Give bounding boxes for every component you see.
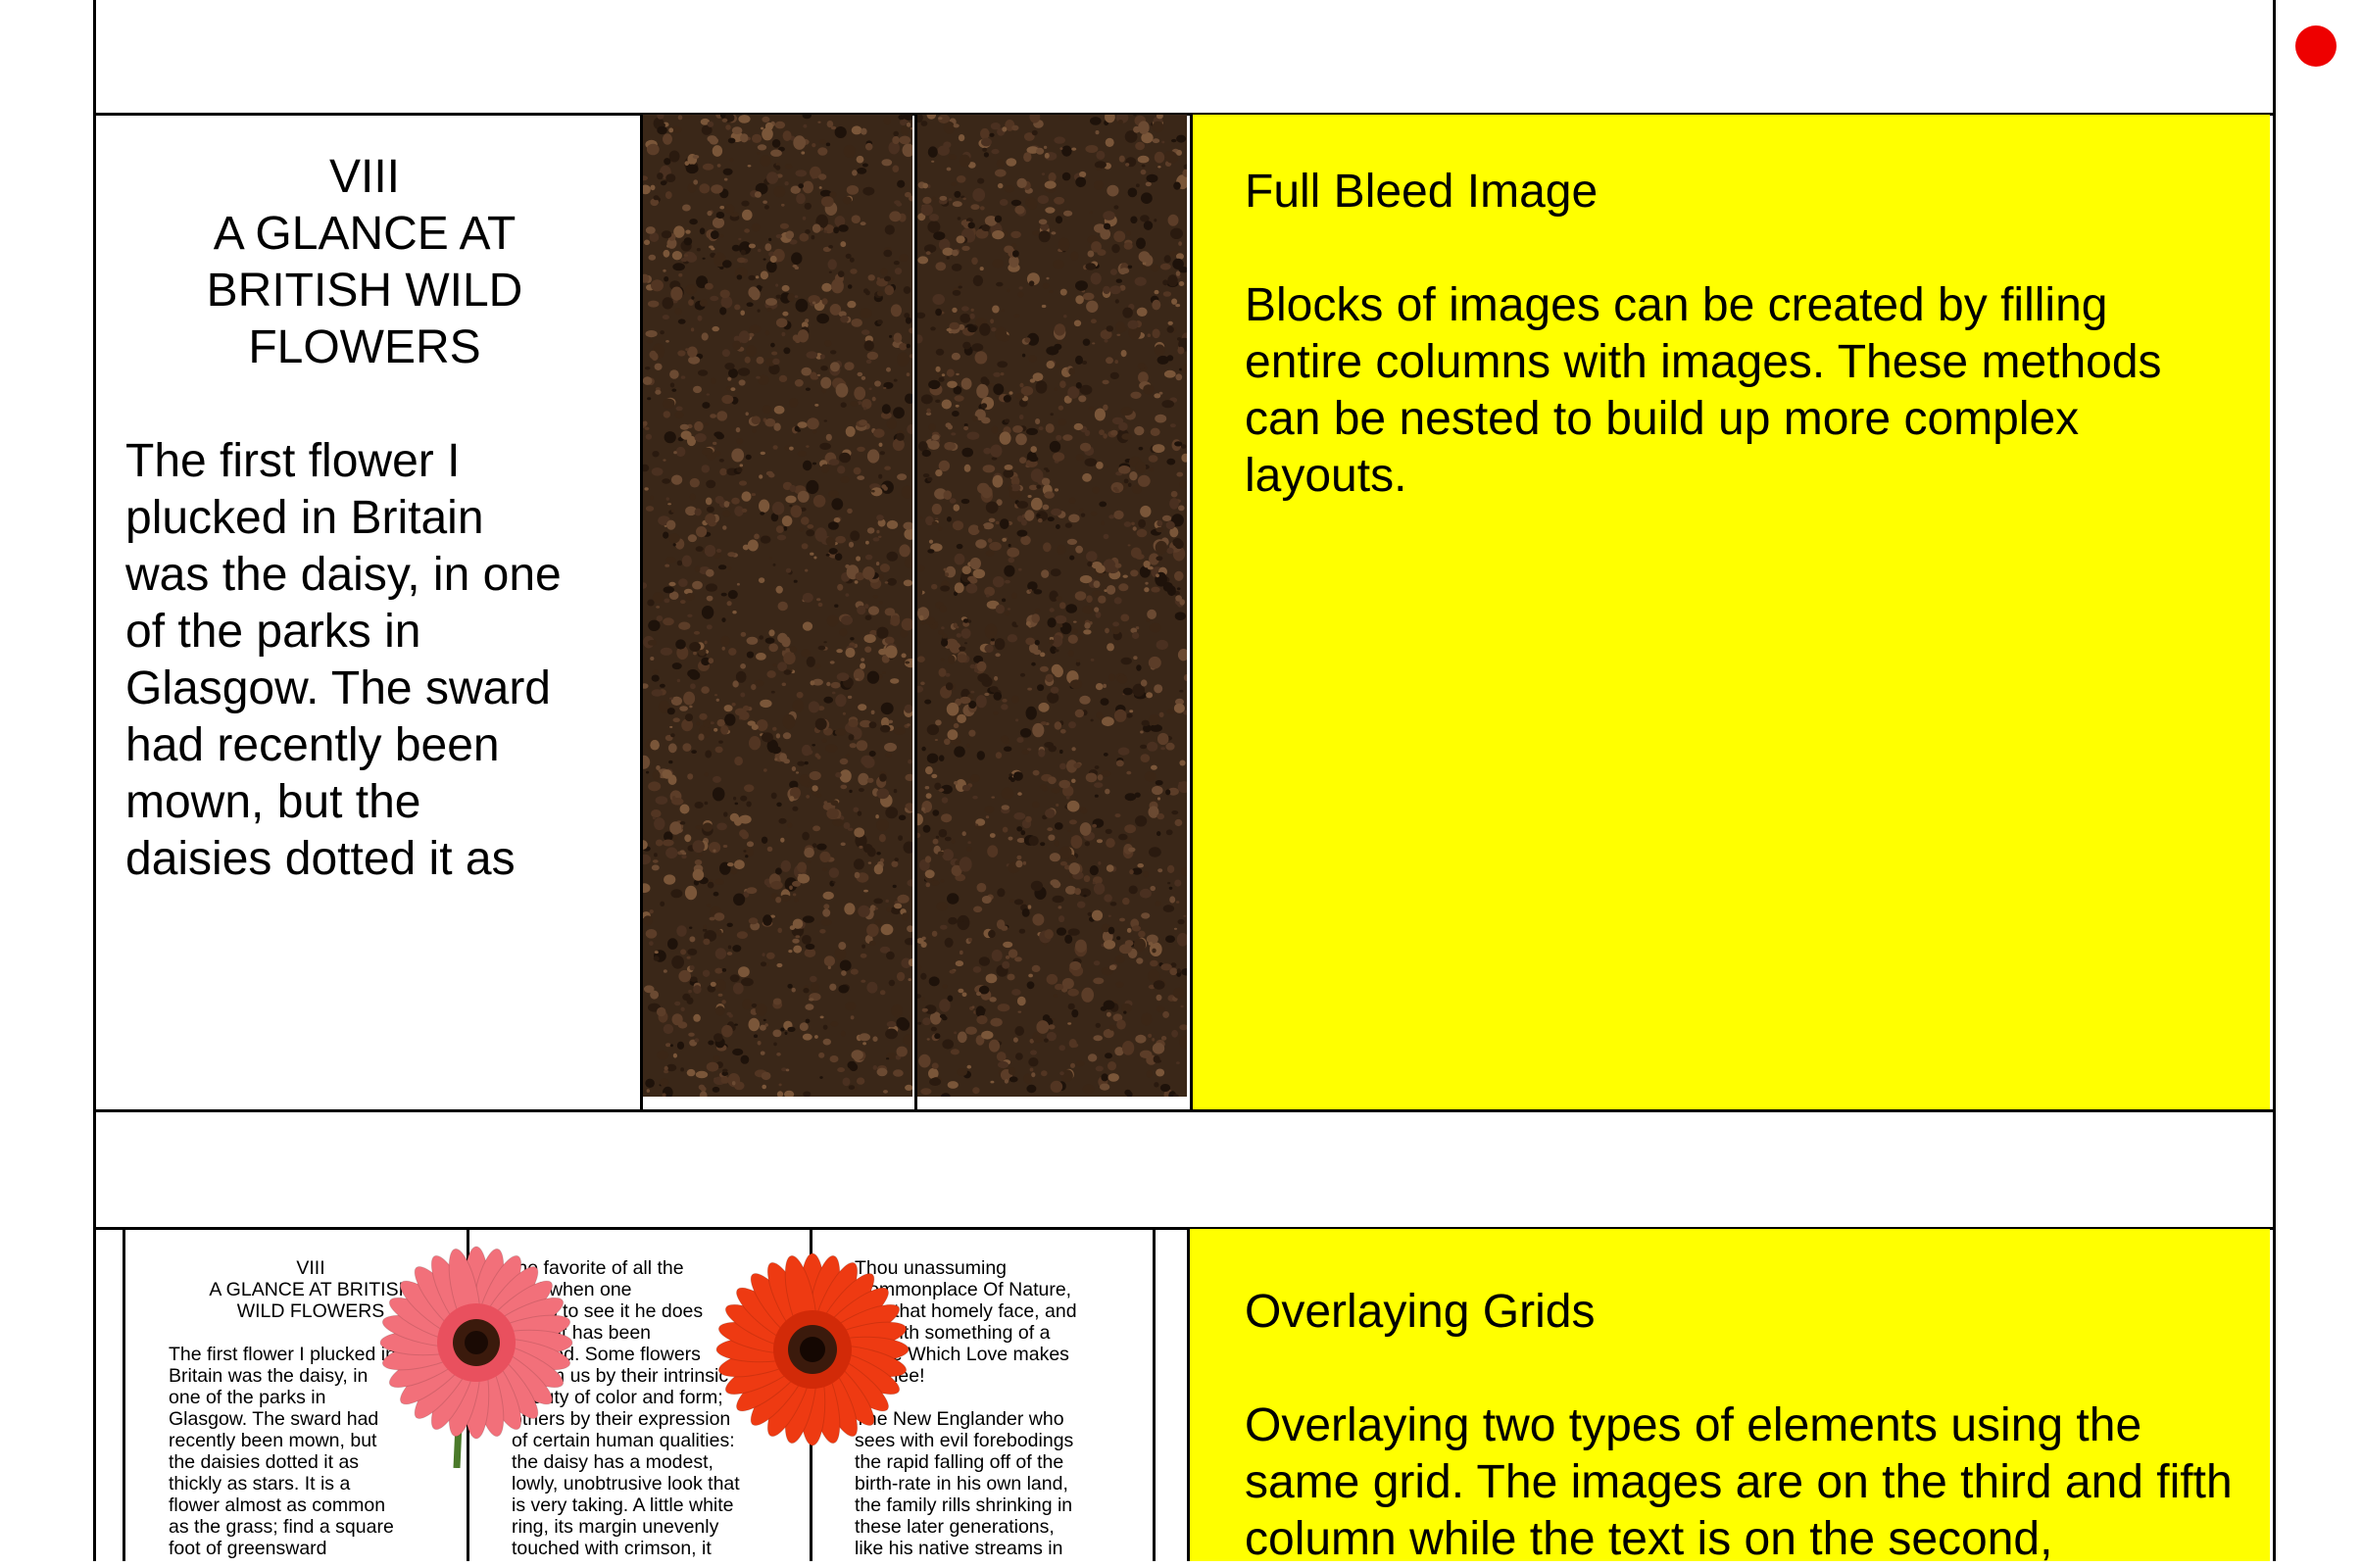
mini-column-1: VIII A GLANCE AT BRITISH WILD FLOWERS Th…: [169, 1257, 413, 1559]
page-frame: [93, 0, 2276, 1561]
full-bleed-description: Blocks of images can be created by filli…: [1245, 279, 2162, 502]
grid-line: [1153, 1229, 1156, 1561]
soil-image-right: [917, 115, 1187, 1097]
grid-line: [1187, 1229, 1190, 1561]
overlay-grids-heading: Overlaying Grids: [1245, 1286, 1596, 1338]
status-dot: [2295, 25, 2337, 67]
column-divider: [640, 115, 643, 1110]
divider-top: [93, 113, 2276, 116]
full-bleed-panel: Full Bleed Image Blocks of images can be…: [1193, 115, 2270, 1109]
mini-column-3: Thou unassuming Commonplace Of Nature, w…: [855, 1257, 1077, 1559]
soil-image-left: [643, 115, 912, 1097]
article-title: VIII A GLANCE AT BRITISH WILD FLOWERS: [206, 151, 523, 373]
grid-line: [123, 1229, 125, 1561]
red-gerbera-image: [715, 1252, 910, 1446]
overlay-grids-description: Overlaying two types of elements using t…: [1245, 1399, 2233, 1565]
divider-lower: [93, 1227, 2276, 1230]
image-divider: [914, 115, 917, 1110]
column-divider: [1190, 115, 1193, 1110]
full-bleed-heading: Full Bleed Image: [1245, 166, 1599, 218]
pink-gerbera-image: [379, 1246, 573, 1468]
article-body: The first flower I plucked in Britain wa…: [125, 435, 562, 885]
overlay-grids-panel: Overlaying Grids Overlaying two types of…: [1190, 1229, 2270, 1565]
divider-middle: [93, 1109, 2276, 1112]
